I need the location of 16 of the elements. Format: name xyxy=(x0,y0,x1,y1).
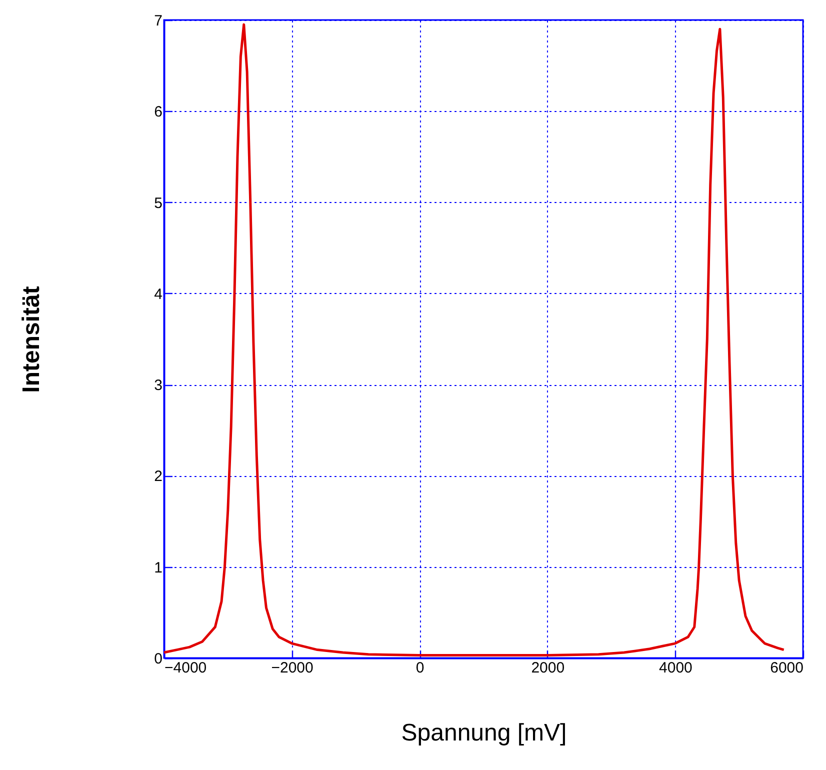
x-tick-label: −2000 xyxy=(271,660,314,676)
x-tick-label: 4000 xyxy=(659,660,692,676)
y-tick-label: 2 xyxy=(154,468,162,486)
y-tick-label: 6 xyxy=(154,104,162,121)
line-series xyxy=(162,23,786,657)
x-axis-title: Spannung [mV] xyxy=(401,720,567,746)
y-tick-label: 7 xyxy=(154,12,162,30)
y-axis-title: Intensität xyxy=(18,286,46,393)
x-tick-label: 2000 xyxy=(531,660,565,676)
x-tick-label: 0 xyxy=(416,660,424,676)
x-tick-label: −4000 xyxy=(164,660,207,676)
y-tick-label: 4 xyxy=(154,286,162,303)
y-tick-label: 1 xyxy=(154,559,162,576)
y-tick-label: 5 xyxy=(154,194,162,212)
y-tick-label: 3 xyxy=(154,377,162,394)
x-tick-label: 6000 xyxy=(770,660,804,676)
